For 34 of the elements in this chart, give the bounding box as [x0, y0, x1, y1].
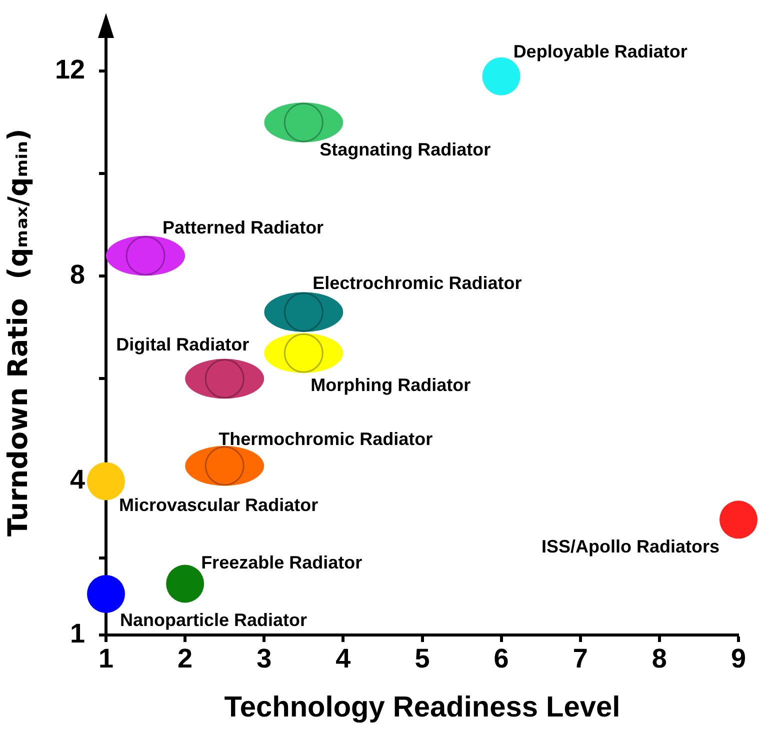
- y-tick-label: 1: [70, 618, 85, 648]
- series-label: ISS/Apollo Radiators: [541, 536, 720, 557]
- series-label: Microvascular Radiator: [119, 495, 318, 516]
- x-tick-label: 8: [652, 644, 667, 674]
- series-label: Deployable Radiator: [513, 41, 688, 62]
- series-label: Digital Radiator: [116, 334, 250, 355]
- point: [204, 446, 244, 486]
- point: [720, 500, 758, 539]
- series-label: Electrochromic Radiator: [312, 273, 522, 294]
- x-tick-label: 2: [178, 644, 193, 674]
- x-tick-label: 4: [336, 644, 351, 674]
- point: [204, 358, 244, 398]
- y-axis-title: Turndown Ratio (qₘₐₓ/qₘᵢₙ): [3, 128, 34, 537]
- x-tick-label: 9: [730, 644, 746, 674]
- y-tick-label: 8: [70, 260, 85, 290]
- x-tick-label: 7: [572, 644, 588, 674]
- series-label: Thermochromic Radiator: [218, 428, 433, 449]
- point: [126, 236, 166, 276]
- x-axis-title: Technology Readiness Level: [224, 692, 620, 724]
- series-label: Stagnating Radiator: [320, 139, 491, 160]
- point: [284, 333, 324, 373]
- series-label: Freezable Radiator: [201, 552, 362, 573]
- point: [284, 102, 324, 142]
- x-tick-label: 1: [98, 644, 114, 674]
- x-tick-label: 6: [494, 644, 509, 674]
- point: [284, 292, 324, 332]
- series-label: Morphing Radiator: [310, 375, 471, 396]
- point: [87, 574, 125, 613]
- y-tick-label: 4: [70, 464, 85, 495]
- y-tick-label: 12: [54, 54, 85, 85]
- x-tick-label: 5: [414, 644, 430, 674]
- series-label: Nanoparticle Radiator: [120, 610, 308, 630]
- x-tick-label: 3: [256, 644, 272, 674]
- series-label: Patterned Radiator: [162, 218, 324, 238]
